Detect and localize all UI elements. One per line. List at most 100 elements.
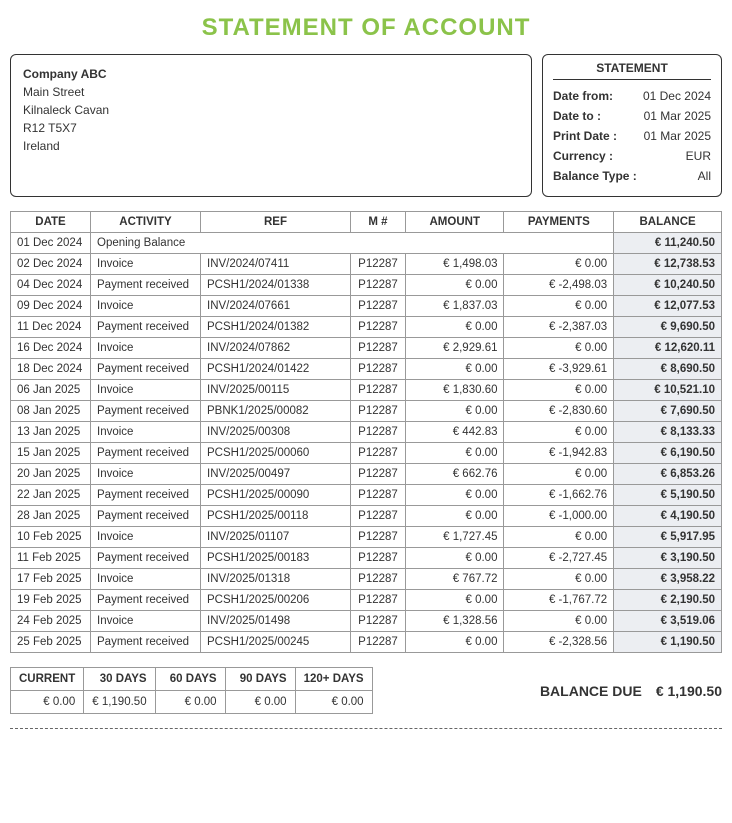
balance-due-value: € 1,190.50	[656, 683, 722, 699]
cell-balance: € 12,738.53	[614, 254, 722, 275]
statement-box: STATEMENT Date from: 01 Dec 2024 Date to…	[542, 54, 722, 197]
cell-amount: € 0.00	[406, 506, 504, 527]
ledger-row: 25 Feb 2025Payment receivedPCSH1/2025/00…	[11, 632, 722, 653]
cell-m: P12287	[351, 338, 406, 359]
cell-amount: € 662.76	[406, 464, 504, 485]
ledger-row: 22 Jan 2025Payment receivedPCSH1/2025/00…	[11, 485, 722, 506]
statement-row-balance-type: Balance Type : All	[553, 166, 711, 186]
cell-m: P12287	[351, 569, 406, 590]
cell-balance: € 3,958.22	[614, 569, 722, 590]
cell-balance: € 12,077.53	[614, 296, 722, 317]
cell-date: 08 Jan 2025	[11, 401, 91, 422]
cell-activity: Payment received	[91, 275, 201, 296]
statement-row-currency: Currency : EUR	[553, 146, 711, 166]
cell-payments: € -1,942.83	[504, 443, 614, 464]
cell-date: 11 Feb 2025	[11, 548, 91, 569]
col-m: M #	[351, 212, 406, 233]
cell-payments: € -3,929.61	[504, 359, 614, 380]
cell-m: P12287	[351, 275, 406, 296]
cell-activity: Invoice	[91, 254, 201, 275]
cell-date: 04 Dec 2024	[11, 275, 91, 296]
cell-date: 24 Feb 2025	[11, 611, 91, 632]
cell-m: P12287	[351, 485, 406, 506]
aging-table: CURRENT30 DAYS60 DAYS90 DAYS120+ DAYS € …	[10, 667, 373, 714]
cell-payments: € -2,727.45	[504, 548, 614, 569]
cell-activity: Payment received	[91, 632, 201, 653]
cell-amount: € 0.00	[406, 359, 504, 380]
cell-amount: € 0.00	[406, 275, 504, 296]
cell-payments: € 0.00	[504, 569, 614, 590]
ledger-row: 11 Feb 2025Payment receivedPCSH1/2025/00…	[11, 548, 722, 569]
page-title: STATEMENT OF ACCOUNT	[10, 14, 722, 42]
balance-due: BALANCE DUE € 1,190.50	[540, 683, 722, 699]
print-date-value: 01 Mar 2025	[644, 129, 711, 143]
date-to-label: Date to :	[553, 109, 601, 123]
ledger-row: 10 Feb 2025InvoiceINV/2025/01107P12287€ …	[11, 527, 722, 548]
aging-header: 120+ DAYS	[295, 668, 372, 691]
cell-activity: Invoice	[91, 464, 201, 485]
statement-heading: STATEMENT	[553, 61, 711, 80]
cell-ref: PCSH1/2025/00183	[201, 548, 351, 569]
cell-date: 19 Feb 2025	[11, 590, 91, 611]
cell-balance: € 10,240.50	[614, 275, 722, 296]
footer-row: CURRENT30 DAYS60 DAYS90 DAYS120+ DAYS € …	[10, 667, 722, 714]
cell-amount: € 0.00	[406, 317, 504, 338]
cell-payments: € -2,830.60	[504, 401, 614, 422]
ledger-table: DATE ACTIVITY REF M # AMOUNT PAYMENTS BA…	[10, 211, 722, 653]
cell-date: 16 Dec 2024	[11, 338, 91, 359]
cell-amount: € 0.00	[406, 443, 504, 464]
ledger-header-row: DATE ACTIVITY REF M # AMOUNT PAYMENTS BA…	[11, 212, 722, 233]
cell-balance: € 2,190.50	[614, 590, 722, 611]
cell-payments: € 0.00	[504, 380, 614, 401]
cell-m: P12287	[351, 380, 406, 401]
cell-balance: € 12,620.11	[614, 338, 722, 359]
cell-date: 25 Feb 2025	[11, 632, 91, 653]
date-to-value: 01 Mar 2025	[644, 109, 711, 123]
cell-activity: Invoice	[91, 338, 201, 359]
cell-amount: € 0.00	[406, 590, 504, 611]
cell-m: P12287	[351, 422, 406, 443]
date-from-value: 01 Dec 2024	[643, 89, 711, 103]
cell-amount: € 0.00	[406, 401, 504, 422]
col-activity: ACTIVITY	[91, 212, 201, 233]
ledger-row: 24 Feb 2025InvoiceINV/2025/01498P12287€ …	[11, 611, 722, 632]
cell-amount: € 1,328.56	[406, 611, 504, 632]
cell-balance: € 5,917.95	[614, 527, 722, 548]
col-date: DATE	[11, 212, 91, 233]
cell-activity: Invoice	[91, 611, 201, 632]
ledger-row: 08 Jan 2025Payment receivedPBNK1/2025/00…	[11, 401, 722, 422]
cell-ref: INV/2025/00115	[201, 380, 351, 401]
balance-type-value: All	[698, 169, 711, 183]
cell-m: P12287	[351, 443, 406, 464]
cell-date: 10 Feb 2025	[11, 527, 91, 548]
company-box: Company ABC Main Street Kilnaleck Cavan …	[10, 54, 532, 197]
cell-activity: Invoice	[91, 296, 201, 317]
statement-row-date-from: Date from: 01 Dec 2024	[553, 86, 711, 106]
cell-m: P12287	[351, 548, 406, 569]
opening-balance-row: 01 Dec 2024Opening Balance€ 11,240.50	[11, 233, 722, 254]
cell-date: 11 Dec 2024	[11, 317, 91, 338]
ledger-row: 28 Jan 2025Payment receivedPCSH1/2025/00…	[11, 506, 722, 527]
cell-balance: € 11,240.50	[614, 233, 722, 254]
cell-amount: € 1,830.60	[406, 380, 504, 401]
cell-activity: Payment received	[91, 506, 201, 527]
company-street: Main Street	[23, 83, 519, 101]
cell-amount: € 1,837.03	[406, 296, 504, 317]
cell-m: P12287	[351, 527, 406, 548]
aging-value: € 0.00	[295, 691, 372, 714]
tear-line	[10, 728, 722, 729]
company-city: Kilnaleck Cavan	[23, 101, 519, 119]
cell-balance: € 4,190.50	[614, 506, 722, 527]
cell-date: 22 Jan 2025	[11, 485, 91, 506]
currency-value: EUR	[686, 149, 711, 163]
ledger-row: 16 Dec 2024InvoiceINV/2024/07862P12287€ …	[11, 338, 722, 359]
ledger-row: 18 Dec 2024Payment receivedPCSH1/2024/01…	[11, 359, 722, 380]
cell-balance: € 9,690.50	[614, 317, 722, 338]
cell-balance: € 1,190.50	[614, 632, 722, 653]
cell-date: 06 Jan 2025	[11, 380, 91, 401]
cell-activity: Invoice	[91, 569, 201, 590]
cell-ref: INV/2025/00308	[201, 422, 351, 443]
cell-ref: PCSH1/2024/01422	[201, 359, 351, 380]
cell-payments: € 0.00	[504, 464, 614, 485]
cell-activity: Payment received	[91, 359, 201, 380]
